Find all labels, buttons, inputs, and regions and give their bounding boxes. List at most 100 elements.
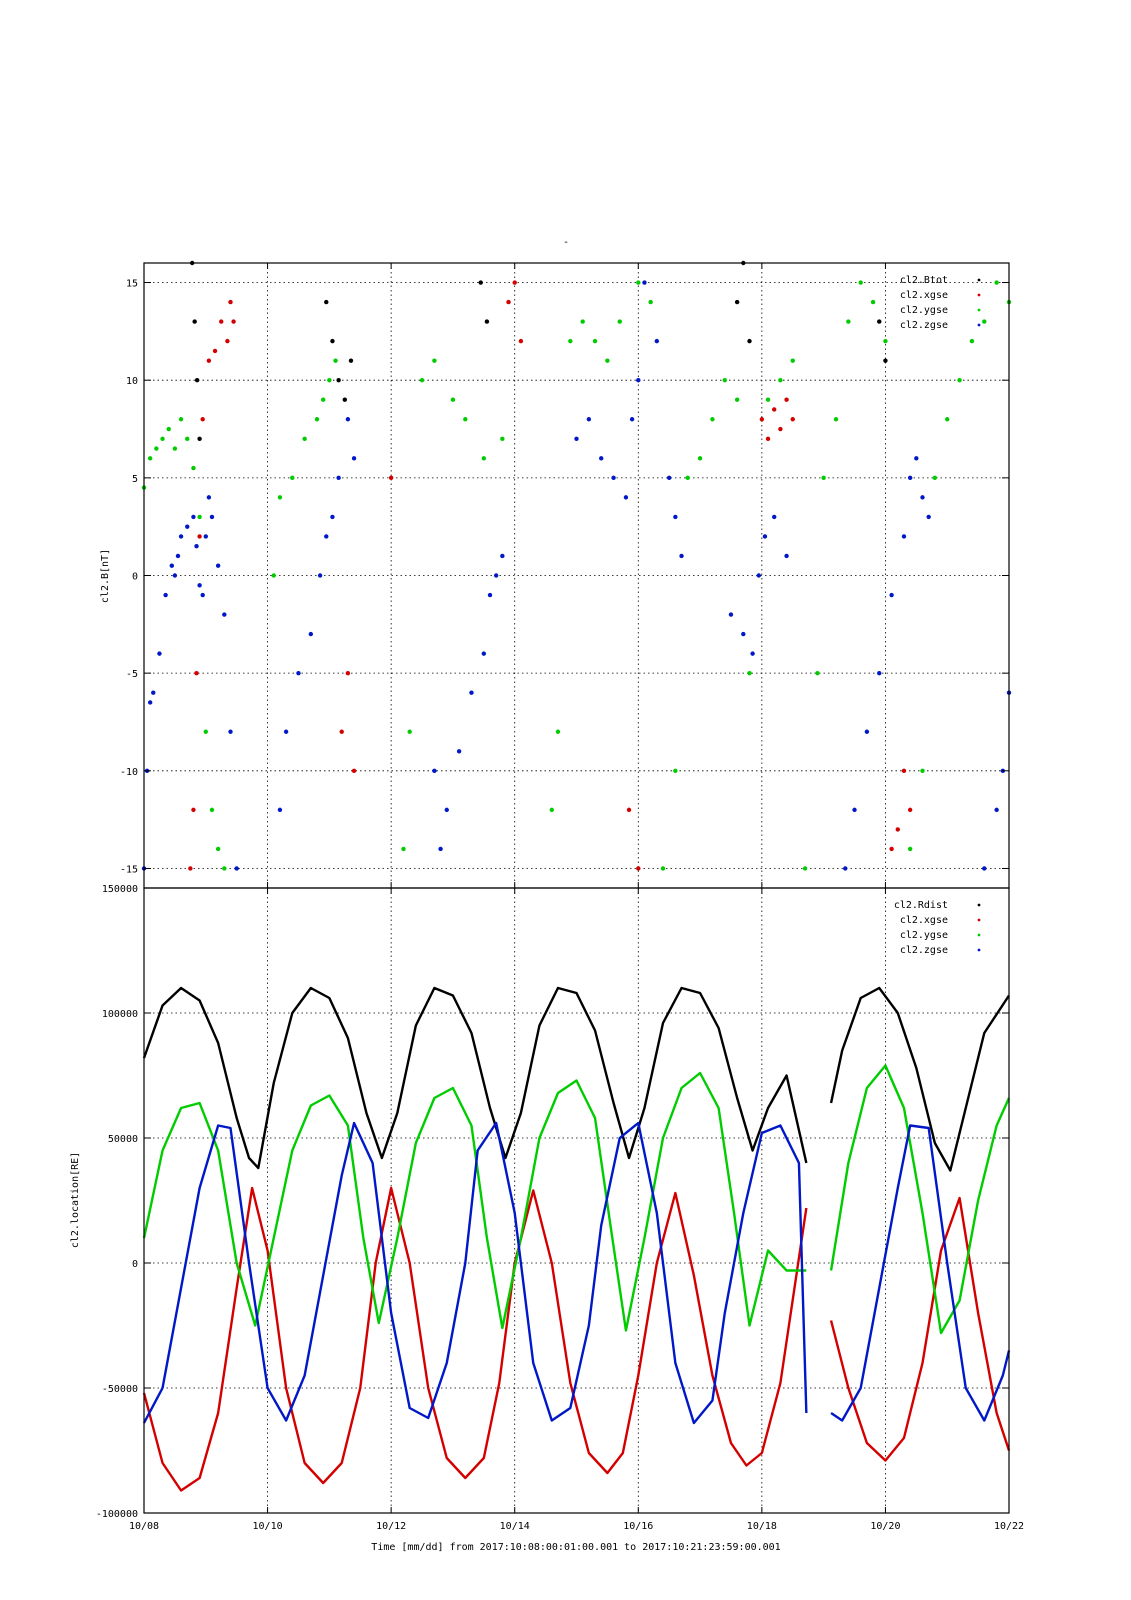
bfield-point-cl2-zgse [234, 866, 239, 871]
bfield-point-cl2-zgse [351, 456, 357, 461]
bfield-point-cl2-ygse [271, 573, 276, 578]
bfield-point-cl2-xgse [901, 768, 907, 774]
bfield-point-cl2-ygse [765, 397, 771, 402]
bfield-point-cl2-xgse [790, 417, 795, 422]
location-ytick-label: 100000 [102, 1009, 138, 1020]
bfield-point-cl2-xgse [188, 866, 193, 871]
bfield-ytick-label: -15 [120, 864, 138, 875]
location-ytick-label: -100000 [96, 1509, 138, 1520]
bfield-point-cl2-zgse [487, 592, 493, 598]
bfield-point-cl2-ygse [401, 846, 406, 852]
bfield-point-cl2-zgse [308, 631, 314, 637]
bfield-point-cl2-zgse [500, 553, 505, 559]
bfield-point-cl2-zgse [741, 631, 746, 637]
bfield-ytick-label: 5 [132, 474, 138, 485]
bfield-point-cl2-zgse [169, 563, 175, 568]
bfield-point-cl2-xgse [206, 358, 212, 363]
bfield-point-cl2-zgse [185, 524, 190, 529]
bfield-point-cl2-ygse [945, 417, 950, 422]
bfield-point-cl2-ygse [994, 280, 999, 285]
location-xtick-label: 10/16 [623, 1521, 653, 1532]
bfield-point-cl2-xgse [889, 846, 894, 852]
bfield-point-cl2-zgse [345, 417, 351, 422]
location-xtick-label: 10/20 [870, 1521, 900, 1532]
bfield-point-cl2-zgse [157, 651, 162, 656]
bfield-point-cl2-zgse [762, 534, 768, 539]
bfield-point-cl2-xgse [512, 280, 517, 285]
bfield-point-cl2-xgse [225, 338, 230, 344]
bfield-point-cl2-btot [484, 319, 490, 324]
bfield-point-cl2-xgse [784, 397, 789, 402]
bfield-point-cl2-ygse [432, 358, 437, 363]
bfield-point-cl2-ygse [907, 846, 913, 852]
bfield-point-cl2-ygse [580, 319, 585, 324]
bfield-point-cl2-btot [747, 338, 752, 344]
bfield-point-cl2-zgse [209, 514, 215, 520]
bfield-point-cl2-ygse [302, 436, 307, 441]
bfield-point-cl2-zgse [982, 866, 987, 871]
bfield-point-cl2-xgse [765, 436, 771, 441]
location-ytick-label: 150000 [102, 884, 138, 895]
bfield-point-cl2-ygse [858, 280, 863, 285]
bfield-point-cl2-ygse [209, 807, 215, 813]
bfield-point-cl2-zgse [206, 495, 212, 500]
bfield-point-cl2-zgse [444, 807, 449, 813]
bfield-point-cl2-zgse [228, 729, 233, 734]
bfield-point-cl2-xgse [231, 319, 236, 324]
bfield-ytick-label: -10 [120, 767, 138, 778]
panel-location-frame [143, 887, 1010, 1514]
bfield-point-cl2-ygse [419, 377, 425, 383]
bfield-point-cl2-btot [192, 319, 197, 324]
location-legend-marker [977, 933, 981, 937]
bfield-point-cl2-zgse [623, 495, 629, 500]
location-xtick-label: 10/18 [747, 1521, 777, 1532]
bfield-point-cl2-zgse [901, 534, 907, 539]
bfield-legend-label: cl2.zgse [900, 320, 948, 331]
bfield-point-cl2-ygse [821, 475, 826, 481]
bfield-legend-label: cl2.ygse [900, 305, 948, 316]
bfield-point-cl2-zgse [330, 514, 335, 520]
location-line-cl2-zgse [142, 1121, 808, 1425]
location-xtick-label: 10/10 [253, 1521, 283, 1532]
bfield-point-cl2-ygse [673, 768, 678, 774]
bfield-point-cl2-xgse [200, 417, 205, 422]
bfield-point-cl2-btot [478, 280, 483, 285]
bfield-point-cl2-ygse [605, 358, 610, 363]
location-xtick-label: 10/12 [376, 1521, 406, 1532]
location-legend-marker [977, 903, 981, 907]
bfield-point-cl2-ygse [747, 670, 752, 676]
bfield-point-cl2-zgse [147, 700, 153, 705]
bfield-point-cl2-btot [883, 358, 888, 363]
bfield-point-cl2-ygse [846, 319, 851, 324]
bfield-point-cl2-ygse [685, 475, 690, 481]
bfield-point-cl2-xgse [778, 426, 783, 432]
bfield-point-cl2-ygse [191, 465, 196, 471]
bfield-point-cl2-xgse [219, 319, 224, 324]
bfield-point-cl2-ygse [710, 417, 715, 422]
bfield-ytick-label: 15 [126, 279, 138, 290]
bfield-point-cl2-zgse [469, 690, 474, 695]
bfield-point-cl2-zgse [191, 514, 196, 520]
bfield-point-cl2-ygse [648, 299, 653, 305]
location-line-cl2-ygse [142, 1071, 807, 1332]
bfield-point-cl2-zgse [889, 592, 894, 598]
bfield-point-cl2-ygse [463, 417, 468, 422]
bfield-point-cl2-ygse [500, 436, 505, 441]
bfield-point-cl2-ygse [982, 319, 987, 324]
bfield-point-cl2-zgse [673, 514, 678, 520]
bfield-point-cl2-btot [734, 299, 740, 305]
bfield-point-cl2-zgse [172, 573, 178, 578]
bfield-point-cl2-btot [342, 397, 348, 402]
bfield-point-cl2-zgse [296, 670, 301, 676]
bfield-point-cl2-xgse [345, 670, 351, 676]
bfield-point-cl2-ygse [722, 377, 727, 383]
bfield-point-cl2-ygse [568, 338, 573, 344]
bfield-point-cl2-xgse [212, 348, 218, 354]
bfield-point-cl2-ygse [636, 280, 641, 285]
bfield-point-cl2-zgse [877, 670, 882, 676]
bfield-point-cl2-ygse [802, 866, 808, 871]
location-legend-marker [977, 918, 981, 922]
bfield-point-cl2-xgse [518, 338, 524, 344]
bfield-point-cl2-zgse [481, 651, 487, 656]
bfield-point-cl2-xgse [197, 534, 202, 539]
